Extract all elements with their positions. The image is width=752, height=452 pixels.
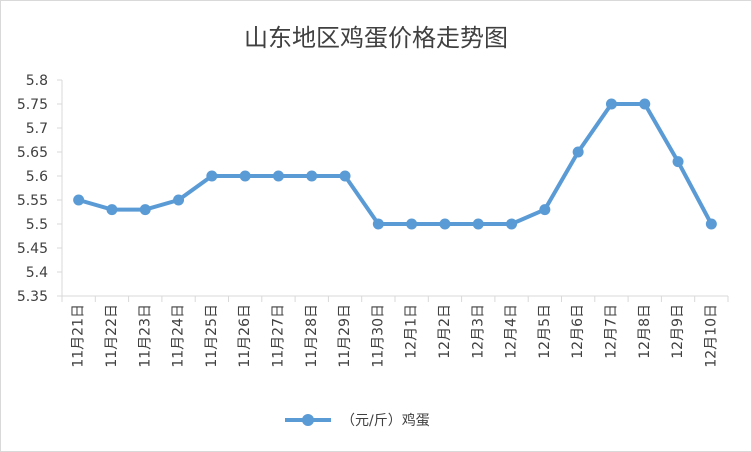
axes bbox=[61, 80, 729, 302]
x-tick-label: 12月8日 bbox=[637, 304, 653, 359]
data-point bbox=[206, 170, 218, 182]
legend: （元/斤）鸡蛋 bbox=[285, 408, 430, 432]
x-axis-ticks: 11月21日 11月22日 11月23日 11月24日 11月25日 11月26日 11月2… bbox=[71, 304, 720, 368]
legend-label: （元/斤）鸡蛋 bbox=[341, 413, 430, 429]
data-point bbox=[106, 204, 118, 216]
y-tick-label: 5.35 bbox=[17, 289, 48, 305]
series-line bbox=[76, 102, 714, 226]
x-tick-label: 11月24日 bbox=[171, 304, 187, 368]
y-tick-label: 5.6 bbox=[26, 169, 48, 185]
x-tick-label: 12月3日 bbox=[470, 304, 486, 359]
data-point bbox=[572, 146, 584, 158]
x-tick-label: 12月1日 bbox=[404, 304, 420, 359]
data-point bbox=[672, 156, 684, 168]
x-tick-label: 12月6日 bbox=[570, 304, 586, 359]
x-tick-label: 11月22日 bbox=[104, 304, 120, 368]
data-point bbox=[639, 98, 651, 110]
y-tick-label: 5.4 bbox=[26, 265, 48, 281]
y-tick-label: 5.55 bbox=[17, 193, 48, 209]
data-point bbox=[406, 218, 418, 230]
data-point bbox=[372, 218, 384, 230]
x-tick-label: 12月7日 bbox=[603, 304, 619, 359]
data-point bbox=[306, 170, 318, 182]
data-point bbox=[605, 98, 617, 110]
x-tick-label: 11月30日 bbox=[370, 304, 386, 368]
y-axis-ticks: 5.35 5.4 5.45 5.5 5.55 5.6 5.65 5.7 5.75 5.8 bbox=[17, 73, 62, 305]
x-tick-label: 12月4日 bbox=[504, 304, 520, 359]
y-tick-label: 5.8 bbox=[26, 73, 48, 89]
x-tick-label: 12月10日 bbox=[703, 304, 719, 368]
data-point bbox=[539, 204, 551, 216]
y-tick-label: 5.5 bbox=[26, 217, 48, 233]
chart-title: 山东地区鸡蛋价格走势图 bbox=[244, 24, 508, 52]
data-point bbox=[272, 170, 284, 182]
legend-line-marker-icon bbox=[285, 413, 331, 427]
data-point bbox=[472, 218, 484, 230]
x-tick-label: 12月5日 bbox=[537, 304, 553, 359]
data-point bbox=[239, 170, 251, 182]
data-point bbox=[339, 170, 351, 182]
y-tick-label: 5.75 bbox=[17, 97, 48, 113]
x-tick-label: 11月28日 bbox=[304, 304, 320, 368]
series-group bbox=[73, 98, 717, 230]
data-point bbox=[139, 204, 151, 216]
x-tick-label: 12月9日 bbox=[670, 304, 686, 359]
data-point bbox=[439, 218, 451, 230]
y-tick-label: 5.45 bbox=[17, 241, 48, 257]
data-point bbox=[173, 194, 185, 206]
x-tick-label: 11月21日 bbox=[71, 304, 87, 368]
data-point bbox=[73, 194, 85, 206]
y-tick-label: 5.7 bbox=[26, 121, 48, 137]
x-tick-label: 11月26日 bbox=[237, 304, 253, 368]
x-tick-label: 11月25日 bbox=[204, 304, 220, 368]
data-point bbox=[705, 218, 717, 230]
data-point bbox=[506, 218, 518, 230]
y-tick-label: 5.65 bbox=[17, 145, 48, 161]
x-tick-label: 12月2日 bbox=[437, 304, 453, 359]
x-tick-label: 11月23日 bbox=[137, 304, 153, 368]
x-tick-label: 11月29日 bbox=[337, 304, 353, 368]
x-tick-label: 11月27日 bbox=[270, 304, 286, 368]
